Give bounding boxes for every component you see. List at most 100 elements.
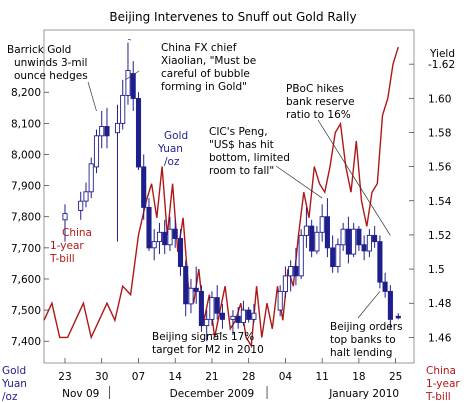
gold-candle <box>156 222 163 255</box>
gold-candle <box>204 310 210 342</box>
left-axis-tick-label: 8,000 <box>11 149 41 161</box>
gold-candle <box>120 79 126 130</box>
gold-candle <box>219 303 225 329</box>
gold-candle <box>377 235 383 289</box>
gold-candle <box>372 226 378 248</box>
gold-candle <box>387 285 393 329</box>
gold-candle <box>135 92 142 171</box>
gold-series-label: Gold Yuan /oz <box>157 130 192 168</box>
gold-candle <box>146 198 152 251</box>
gold-candle <box>141 154 147 220</box>
annotation-china-fx: China FX chief Xiaolian, "Must be carefu… <box>161 42 260 93</box>
gold-candle-body <box>324 216 330 249</box>
gold-candle <box>183 260 189 317</box>
gold-candle-body <box>130 73 136 99</box>
right-axis-title: Yield <box>429 48 455 60</box>
right-axis-tick-label: 1.48 <box>428 298 451 310</box>
gold-candle-body <box>309 225 315 252</box>
gold-candle <box>366 229 372 258</box>
gold-candle-body <box>382 281 388 292</box>
gold-candle-body <box>319 216 325 233</box>
left-axis-tick-label: 7,400 <box>11 336 41 348</box>
gold-candle <box>361 235 367 261</box>
gold-candle-body <box>93 135 100 168</box>
gold-candle <box>351 222 357 258</box>
x-axis-month-label: January 2010 <box>328 388 399 400</box>
gold-candle-body <box>198 290 204 327</box>
gold-candle <box>293 247 299 286</box>
gold-candle-body <box>167 228 173 246</box>
annotation-leader <box>357 291 381 319</box>
gold-candle-body <box>377 241 383 283</box>
gold-candle-body <box>83 191 89 202</box>
gold-candle <box>282 266 288 298</box>
annotation-leader <box>125 70 140 81</box>
gold-candle <box>193 266 199 304</box>
gold-candle <box>167 216 173 251</box>
gold-candle <box>88 157 94 199</box>
gold-candle-body <box>183 266 189 305</box>
gold-candle-body <box>156 231 163 243</box>
gold-candle-body <box>193 287 199 292</box>
gold-candle-body <box>240 309 246 323</box>
gold-candle <box>162 219 168 255</box>
gold-candle <box>335 238 341 273</box>
left-axis-tick-label: 8,200 <box>11 87 41 99</box>
right-axis-tick-label: 1.46 <box>428 332 452 344</box>
gold-candle <box>345 216 351 264</box>
x-axis-day-label: 30 <box>95 371 108 383</box>
gold-candle-body <box>282 275 288 292</box>
left-axis-tick-label: 8,100 <box>11 118 41 130</box>
gold-candle-body <box>251 312 257 320</box>
gold-candle-body <box>235 315 241 323</box>
gold-candle <box>340 222 346 251</box>
gold-candle-body <box>351 228 357 255</box>
gold-candle-body <box>330 247 336 268</box>
left-axis-tick-label: 7,600 <box>11 274 41 286</box>
annotation-leader <box>127 38 132 41</box>
gold-candle-body <box>151 241 157 249</box>
gold-candle <box>214 285 220 320</box>
annotation-leaders-group <box>87 38 391 336</box>
gold-candle-body <box>177 238 184 267</box>
gold-candle <box>114 104 121 242</box>
gold-candle-body <box>99 126 105 137</box>
annotation-leader <box>275 165 323 199</box>
gold-candle <box>382 272 388 298</box>
x-axis-day-label: 11 <box>315 371 328 383</box>
right-axis-tick-label: 1.58 <box>428 127 451 139</box>
annotation-leader <box>206 332 223 336</box>
gold-candle-body <box>162 231 168 246</box>
x-axis-month-label: Nov 09 <box>62 388 99 400</box>
gold-candle-body <box>209 297 215 320</box>
gold-candle-body <box>361 244 367 252</box>
x-axis-day-label: 04 <box>279 371 293 383</box>
gold-candle-body <box>125 70 131 96</box>
gold-candle <box>240 300 246 326</box>
gold-candle-body <box>188 287 194 305</box>
x-axis-day-label: 18 <box>352 371 365 383</box>
annotation-barrick: Barrick Gold unwinds 3-mil ounce hedges <box>7 44 91 82</box>
gold-candle <box>324 198 330 258</box>
annotation-halt-lending: Beijing orders top banks to halt lending <box>330 321 406 359</box>
left-axis-tick-label: 7,900 <box>11 181 41 193</box>
left-axis-tick-label: 7,500 <box>11 305 41 317</box>
left-axis-title: Gold Yuan /oz <box>1 365 30 403</box>
gold-candle <box>230 310 236 335</box>
gold-candle-body <box>230 315 236 320</box>
gold-candle <box>209 291 215 326</box>
gold-candle-body <box>204 318 210 327</box>
annotation-pboc: PBoC hikes bank reserve ratio to 16% <box>286 83 358 121</box>
gold-candle-body <box>366 234 372 252</box>
chart-title: Beijing Intervenes to Snuff out Gold Ral… <box>109 10 356 24</box>
gold-candle <box>277 285 283 317</box>
gold-candle-body <box>88 163 94 193</box>
annotation-leader <box>87 81 97 112</box>
gold-candles-group <box>62 42 401 342</box>
gold-candle-body <box>104 126 110 137</box>
annotation-leader <box>317 119 391 236</box>
gold-candle-body <box>172 228 178 239</box>
gold-candle <box>130 61 136 111</box>
gold-candle-body <box>293 266 299 277</box>
